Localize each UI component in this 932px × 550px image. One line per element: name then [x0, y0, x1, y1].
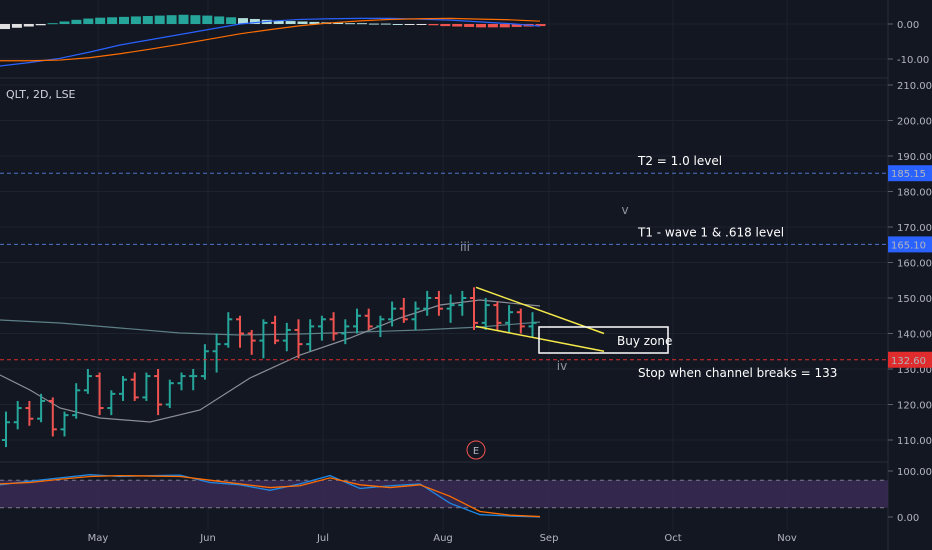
- rsi-panel: [0, 474, 888, 518]
- wave-label-iv: iv: [557, 359, 567, 373]
- macd-histogram-bar: [238, 18, 248, 24]
- signal-line: [0, 17, 541, 62]
- wave-label-v: v: [621, 203, 628, 217]
- buy-zone-box: [538, 326, 669, 354]
- macd-histogram-bar: [154, 15, 165, 24]
- macd-histogram-bar: [285, 21, 296, 24]
- y-tick-label: 130.00: [897, 365, 932, 376]
- x-tick-label: Oct: [664, 533, 681, 544]
- y-tick-label: 100.00: [897, 467, 932, 478]
- x-tick-label: May: [88, 533, 109, 544]
- macd-histogram-bar: [273, 20, 284, 24]
- macd-histogram-bar: [392, 24, 403, 25]
- channel-lower-line: [475, 325, 605, 352]
- channel-upper-line: [475, 286, 605, 335]
- macd-histogram-bar: [11, 24, 22, 28]
- moving-average-short: [0, 299, 541, 423]
- buy-zone-label: Buy zone: [617, 334, 672, 348]
- macd-histogram-bar: [380, 23, 391, 25]
- y-tick-label: 0.00: [897, 513, 919, 524]
- macd-histogram-bar: [23, 24, 34, 27]
- macd-histogram-bar: [345, 23, 356, 25]
- annotations: 185.15 T2 = 1.0 level 165.10 T1 - wave 1 & …: [0, 154, 932, 460]
- macd-histogram-bar: [226, 17, 237, 24]
- macd-panel: [0, 14, 546, 67]
- macd-histogram-bar: [47, 23, 58, 25]
- level-annotation: Stop when channel breaks = 133: [638, 366, 837, 380]
- y-tick-label: 210.00: [897, 81, 932, 92]
- macd-histogram-bar: [178, 14, 189, 24]
- moving-average-long: [0, 319, 541, 336]
- macd-histogram-bar: [428, 24, 439, 26]
- axes: May Jun Jul Aug Sep Oct Nov 210.00 200.00 190.00 1…: [88, 20, 932, 544]
- price-tag-badge: [888, 236, 932, 253]
- macd-histogram-bar: [297, 21, 308, 24]
- macd-histogram-bar: [440, 24, 451, 27]
- macd-histogram-bar: [487, 24, 498, 28]
- price-panel: [0, 287, 541, 448]
- price-tag-badge: [888, 351, 932, 368]
- price-tag-badge: [888, 165, 932, 182]
- grid: [0, 0, 888, 530]
- y-tick-label: 170.00: [897, 223, 932, 234]
- macd-histogram-bar: [59, 21, 70, 24]
- y-tick-label: 110.00: [897, 436, 932, 447]
- earnings-event-label: E: [473, 446, 479, 457]
- macd-histogram-bar: [190, 15, 201, 24]
- macd-histogram-bar: [214, 16, 225, 24]
- x-tick-label: Jun: [199, 533, 216, 544]
- rsi-line-primary: [0, 474, 541, 518]
- rsi-line-secondary: [0, 474, 541, 518]
- y-tick-label: -10.00: [897, 55, 929, 66]
- macd-histogram-bar: [333, 22, 344, 24]
- wave-label-iii: iii: [460, 240, 470, 254]
- macd-histogram-bar: [142, 16, 153, 24]
- y-tick-label: 150.00: [897, 294, 932, 305]
- macd-line: [0, 17, 541, 67]
- macd-histogram-bar: [404, 24, 415, 25]
- macd-histogram-bar: [452, 24, 463, 27]
- level-annotation: T2 = 1.0 level: [637, 154, 722, 168]
- x-tick-label: Nov: [777, 533, 797, 544]
- macd-histogram-bar: [499, 24, 510, 28]
- price-tag-label: 132.60: [891, 356, 926, 367]
- y-tick-label: 160.00: [897, 259, 932, 270]
- y-tick-label: 180.00: [897, 188, 932, 199]
- macd-histogram-bar: [107, 17, 118, 24]
- level-annotation: T1 - wave 1 & .618 level: [637, 225, 784, 239]
- y-tick-label: 120.00: [897, 401, 932, 412]
- macd-histogram-bar: [249, 18, 260, 24]
- y-tick-label: 0.00: [897, 20, 919, 31]
- macd-histogram-bar: [119, 16, 129, 24]
- earnings-event-marker: [466, 440, 486, 460]
- macd-histogram-bar: [368, 23, 379, 25]
- macd-histogram-bar: [130, 16, 141, 24]
- macd-histogram-bar: [35, 24, 46, 26]
- macd-histogram-bar: [357, 23, 367, 25]
- macd-histogram-bar: [0, 24, 10, 30]
- x-tick-label: Sep: [540, 533, 559, 544]
- macd-histogram-bar: [309, 21, 320, 24]
- macd-histogram-bar: [511, 24, 522, 27]
- macd-histogram-bar: [202, 15, 213, 24]
- x-tick-label: Jul: [316, 533, 329, 544]
- macd-histogram-bar: [166, 15, 177, 24]
- macd-histogram-bar: [416, 24, 427, 25]
- y-tick-label: 200.00: [897, 117, 932, 128]
- macd-histogram-bar: [464, 24, 475, 27]
- macd-histogram-bar: [95, 17, 106, 24]
- symbol-label: QLT, 2D, LSE: [6, 88, 76, 101]
- macd-histogram-bar: [71, 19, 82, 24]
- macd-histogram-bar: [476, 24, 486, 28]
- price-tag-label: 165.10: [891, 240, 926, 251]
- y-tick-label: 190.00: [897, 152, 932, 163]
- x-tick-label: Aug: [433, 533, 453, 544]
- macd-histogram-bar: [83, 18, 94, 24]
- y-tick-label: 140.00: [897, 330, 932, 341]
- price-tag-label: 185.15: [891, 169, 926, 180]
- macd-histogram-bar: [535, 24, 546, 27]
